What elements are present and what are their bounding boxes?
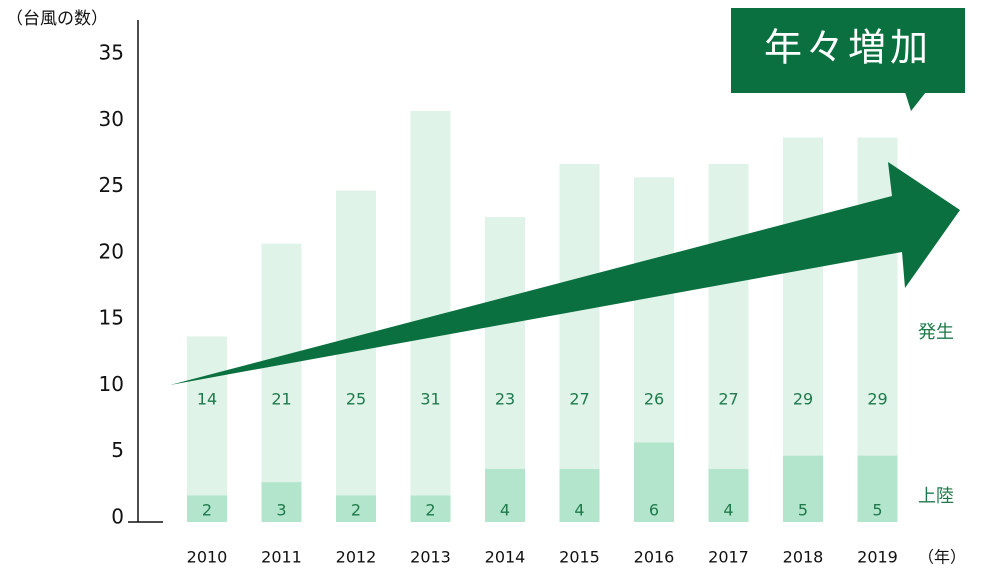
x-tick-label: 2017 bbox=[708, 548, 749, 567]
bar bbox=[187, 495, 227, 522]
x-tick-label: 2019 bbox=[857, 548, 898, 567]
y-tick-label: 10 bbox=[99, 372, 124, 396]
value-label: 25 bbox=[346, 390, 366, 409]
value-label: 14 bbox=[197, 390, 217, 409]
value-label: 4 bbox=[723, 501, 733, 520]
x-tick-label: 2011 bbox=[261, 548, 302, 567]
bar bbox=[559, 164, 600, 523]
x-axis-label: （年） bbox=[918, 548, 966, 567]
y-tick-label: 0 bbox=[111, 505, 124, 529]
value-label: 27 bbox=[569, 390, 589, 409]
value-label: 2 bbox=[351, 501, 361, 520]
value-label: 31 bbox=[420, 390, 440, 409]
value-label: 4 bbox=[574, 501, 584, 520]
bar bbox=[410, 495, 451, 522]
value-label: 29 bbox=[793, 390, 813, 409]
y-tick-label: 35 bbox=[99, 41, 124, 65]
y-tick-label: 15 bbox=[99, 306, 124, 330]
callout-tail bbox=[905, 92, 926, 111]
y-tick-label: 20 bbox=[99, 239, 124, 263]
value-label: 2 bbox=[425, 501, 435, 520]
bar bbox=[485, 468, 525, 522]
value-label: 6 bbox=[649, 501, 659, 520]
x-tick-label: 2012 bbox=[336, 548, 377, 567]
value-label: 2 bbox=[202, 501, 212, 520]
value-label: 26 bbox=[644, 390, 664, 409]
bars bbox=[187, 111, 898, 523]
bar bbox=[187, 336, 227, 522]
value-label: 21 bbox=[271, 390, 291, 409]
callout-box bbox=[731, 8, 965, 93]
y-tick-label: 30 bbox=[99, 107, 124, 131]
x-tick-label: 2014 bbox=[485, 548, 526, 567]
value-label: 29 bbox=[867, 390, 887, 409]
value-label: 27 bbox=[718, 390, 738, 409]
bar bbox=[559, 468, 600, 522]
x-tick-label: 2018 bbox=[783, 548, 824, 567]
callout-text: 年々増加 bbox=[764, 26, 932, 70]
y-tick-label: 5 bbox=[111, 438, 124, 462]
value-label: 5 bbox=[872, 501, 882, 520]
bar bbox=[261, 482, 302, 522]
bar bbox=[336, 495, 376, 522]
bar bbox=[336, 190, 376, 523]
y-tick-label: 25 bbox=[99, 173, 124, 197]
x-tick-label: 2015 bbox=[559, 548, 600, 567]
bar bbox=[708, 164, 749, 523]
bar bbox=[857, 455, 898, 522]
bar bbox=[708, 468, 749, 522]
legend-label: 上陸 bbox=[918, 486, 954, 507]
bar bbox=[261, 243, 302, 522]
y-axis-label: （台風の数） bbox=[6, 9, 108, 29]
x-tick-label: 2010 bbox=[187, 548, 228, 567]
value-label: 4 bbox=[500, 501, 510, 520]
legend-label: 発生 bbox=[918, 322, 954, 343]
value-label: 3 bbox=[276, 501, 286, 520]
value-label: 23 bbox=[495, 390, 515, 409]
value-label: 5 bbox=[798, 501, 808, 520]
x-tick-label: 2013 bbox=[410, 548, 451, 567]
x-tick-label: 2016 bbox=[634, 548, 675, 567]
bar bbox=[634, 442, 674, 522]
bar bbox=[783, 455, 823, 522]
